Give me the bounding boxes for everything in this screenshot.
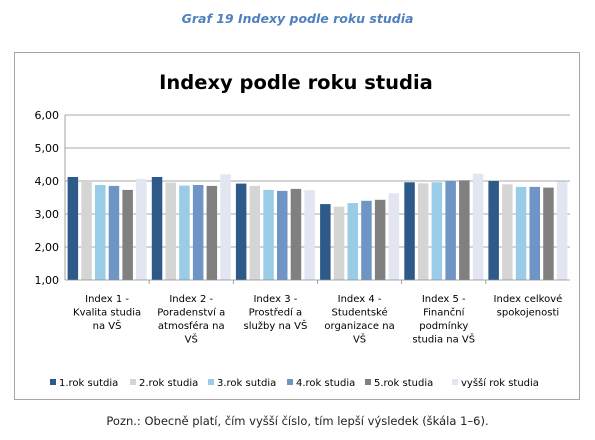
x-category-label: Index celkové (494, 293, 563, 305)
legend-label: 5.rok studia (374, 378, 433, 389)
legend-swatch (208, 379, 214, 385)
bar (290, 188, 302, 280)
bar (122, 189, 133, 280)
legend-swatch (365, 379, 371, 385)
bar (529, 186, 540, 280)
x-category-label: Kvalita studia (73, 308, 141, 319)
bar (502, 184, 513, 280)
bar (151, 177, 163, 280)
bar (136, 179, 147, 280)
y-tick-label: 2,00 (35, 241, 60, 254)
bar (263, 189, 274, 280)
x-category-label: Prostředí a (249, 307, 302, 319)
bar (277, 190, 288, 280)
x-category-label: na VŠ (93, 319, 122, 332)
y-tick-label: 5,00 (35, 142, 60, 155)
bar (556, 181, 568, 280)
legend-label: vyšší rok studia (461, 377, 539, 389)
x-category-label: služby na VŠ (243, 319, 307, 332)
bar (472, 173, 484, 280)
legend-swatch (452, 379, 458, 385)
bar (67, 177, 79, 280)
gridlines (65, 114, 570, 248)
bar (206, 185, 218, 280)
x-category-label: Finanční (423, 307, 465, 319)
y-tick-label: 6,00 (35, 109, 60, 122)
legend-label: 2.rok studia (139, 378, 198, 389)
bar (304, 190, 315, 280)
legend-swatch (130, 379, 136, 385)
bar (249, 185, 261, 280)
bar (81, 181, 92, 280)
x-category-label: podmínky (419, 320, 468, 332)
legend-label: 3.rok sutdia (217, 378, 276, 389)
bar (333, 206, 345, 280)
bar (417, 183, 429, 280)
bar (543, 187, 554, 280)
legend-label: 4.rok studia (296, 378, 355, 389)
x-category-label: Index 4 - (338, 294, 382, 305)
legend-label: 1.rok sutdia (59, 378, 118, 389)
legend-swatch (287, 379, 293, 385)
bar (459, 180, 470, 280)
x-category-label: Index 5 - (422, 294, 466, 305)
y-tick-label: 3,00 (35, 208, 60, 221)
bar-series (67, 173, 568, 280)
bar (320, 204, 331, 280)
x-category-label: VŠ (185, 333, 198, 346)
x-category-label: studia na VŠ (412, 333, 475, 346)
bar (404, 182, 415, 280)
bar (95, 185, 106, 280)
chart-title: Indexy podle roku studia (159, 71, 433, 94)
x-category-label: VŠ (353, 333, 366, 346)
bar (192, 185, 204, 280)
bar (374, 199, 386, 280)
bar (220, 174, 231, 280)
x-category-label: Index 2 - (169, 294, 213, 305)
x-category-label: spokojenosti (497, 308, 560, 319)
bar (515, 186, 527, 280)
y-tick-label: 1,00 (35, 274, 60, 287)
bar (361, 200, 372, 280)
bar (388, 193, 400, 280)
x-category-label: atmosféra na (158, 320, 225, 332)
legend-swatch (50, 379, 56, 385)
bar (165, 182, 176, 280)
y-tick-label: 4,00 (35, 175, 60, 188)
bar (235, 183, 247, 280)
bar (179, 185, 190, 280)
x-category-label: Index 3 - (253, 294, 297, 305)
footnote: Pozn.: Obecně platí, čím vyšší číslo, tí… (106, 414, 489, 428)
bar (445, 181, 456, 280)
x-category-label: Index 1 - (85, 294, 129, 305)
x-category-label: Studentské (331, 307, 387, 319)
axes: 1,00 2,00 3,00 4,00 5,00 6,00 (35, 109, 570, 287)
bar (488, 181, 499, 280)
bar (347, 203, 358, 280)
x-category-label: Poradenství a (157, 307, 225, 319)
legend: 1.rok sutdia 2.rok studia 3.rok sutdia 4.ro… (50, 377, 539, 389)
bar (108, 185, 120, 280)
figure-caption: Graf 19 Indexy podle roku studia (181, 11, 414, 26)
bar (431, 182, 443, 280)
x-category-label: organizace na (324, 321, 394, 332)
